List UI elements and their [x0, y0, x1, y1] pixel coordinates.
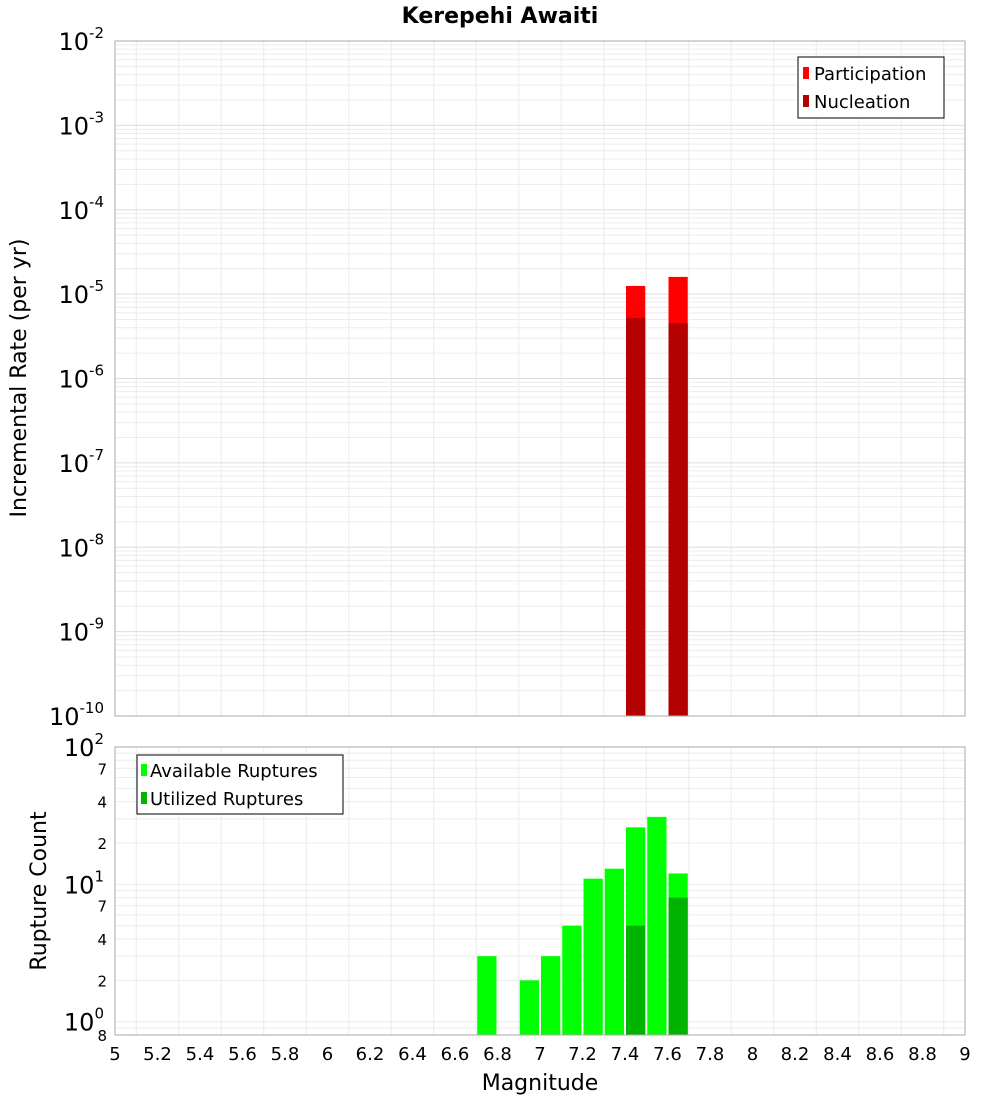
legend-label-nucleation: Nucleation	[814, 92, 910, 113]
y-tick-label: 10-4	[58, 193, 104, 225]
y-tick-label: 10-10	[49, 699, 104, 731]
utilized-ruptures-bar	[626, 925, 646, 1035]
x-tick-label: 5.8	[271, 1044, 300, 1065]
y-tick-label: 10-5	[58, 277, 104, 309]
available-ruptures-bar	[604, 868, 624, 1035]
x-tick-label: 8.2	[781, 1044, 810, 1065]
legend-swatch-participation	[803, 67, 809, 79]
y-tick-label: 10-7	[58, 446, 104, 478]
x-tick-label: 8.4	[823, 1044, 852, 1065]
y-tick-label: 102	[64, 730, 104, 762]
x-tick-label: 6.2	[356, 1044, 385, 1065]
x-tick-label: 8	[747, 1044, 758, 1065]
top-bars	[626, 276, 688, 716]
x-axis-title: Magnitude	[482, 1071, 599, 1096]
legend-swatch-available-ruptures	[141, 764, 147, 776]
x-tick-label: 9	[959, 1044, 970, 1065]
legend-label-utilized-ruptures: Utilized Ruptures	[150, 789, 303, 810]
top-legend: Participation Nucleation	[797, 56, 945, 119]
x-tick-label: 6.8	[483, 1044, 512, 1065]
x-tick-label: 7.6	[653, 1044, 682, 1065]
y-minor-tick-label: 2	[97, 972, 107, 990]
x-tick-label: 8.6	[866, 1044, 895, 1065]
y-minor-tick-label: 7	[97, 898, 107, 916]
y-tick-label: 10-3	[58, 108, 104, 140]
bottom-legend: Available Ruptures Utilized Ruptures	[136, 754, 344, 815]
x-tick-label: 8.8	[908, 1044, 937, 1065]
top-plot: 10-10 10-9 10-8 10-7 10-6 10-5 10-4 10-3 10-2 Pa…	[49, 24, 966, 731]
available-ruptures-bar	[477, 956, 497, 1035]
x-tick-label: 5.4	[186, 1044, 215, 1065]
x-tick-label: 5.2	[143, 1044, 172, 1065]
available-ruptures-bar	[562, 925, 582, 1035]
x-tick-label: 5	[109, 1044, 120, 1065]
x-tick-label: 6	[322, 1044, 333, 1065]
chart-title: Kerepehi Awaiti	[402, 4, 599, 29]
available-ruptures-bar	[541, 956, 561, 1035]
y-tick-label: 100	[64, 1005, 104, 1037]
y-tick-label: 10-6	[58, 362, 104, 394]
y-minor-tick-label: 8	[97, 1027, 107, 1045]
x-tick-label: 7.2	[568, 1044, 597, 1065]
bottom-legend-box	[136, 754, 344, 815]
top-plot-border	[114, 40, 966, 717]
nucleation-bar	[668, 323, 688, 716]
x-tick-labels: 5 5.2 5.4 5.6 5.8 6 6.2 6.4 6.6 6.8 7 7.2 7.4 7.6 7.8 8…	[109, 1044, 970, 1065]
bottom-y-tick-labels: 100 101 102 8 2 4 7 2 4 7	[64, 730, 107, 1045]
available-ruptures-bar	[583, 878, 603, 1035]
x-tick-label: 7.8	[696, 1044, 725, 1065]
bottom-plot-border	[114, 746, 966, 1036]
x-tick-label: 6.6	[441, 1044, 470, 1065]
y-minor-tick-label: 4	[97, 931, 107, 949]
top-legend-box	[797, 56, 945, 119]
x-tick-label: 7.4	[611, 1044, 640, 1065]
available-ruptures-bar	[519, 980, 539, 1035]
top-grid	[115, 41, 965, 717]
top-y-tick-labels: 10-10 10-9 10-8 10-7 10-6 10-5 10-4 10-3 10-2	[49, 24, 104, 731]
y-minor-tick-label: 4	[97, 794, 107, 812]
utilized-ruptures-bar	[668, 897, 688, 1035]
x-tick-label: 5.6	[228, 1044, 257, 1065]
x-tick-label: 6.4	[398, 1044, 427, 1065]
top-y-axis-title: Incremental Rate (per yr)	[7, 239, 32, 518]
legend-swatch-utilized-ruptures	[141, 792, 147, 804]
legend-label-available-ruptures: Available Ruptures	[150, 761, 318, 782]
x-tick-label: 7	[534, 1044, 545, 1065]
y-tick-label: 10-8	[58, 530, 104, 562]
y-tick-label: 10-9	[58, 615, 104, 647]
legend-label-participation: Participation	[814, 64, 926, 85]
available-ruptures-bar	[647, 816, 667, 1035]
y-minor-tick-label: 2	[97, 835, 107, 853]
bottom-plot: 100 101 102 8 2 4 7 2 4 7 5 5.2 5.4 5.6 5.8 6 6.2 6.4 6.6…	[64, 730, 971, 1065]
bottom-y-axis-title: Rupture Count	[27, 811, 52, 971]
y-tick-label: 101	[64, 867, 104, 899]
y-tick-label: 10-2	[58, 24, 104, 56]
nucleation-bar	[626, 318, 646, 716]
bottom-bars	[477, 816, 688, 1035]
legend-swatch-nucleation	[803, 95, 809, 107]
y-minor-tick-label: 7	[97, 760, 107, 778]
